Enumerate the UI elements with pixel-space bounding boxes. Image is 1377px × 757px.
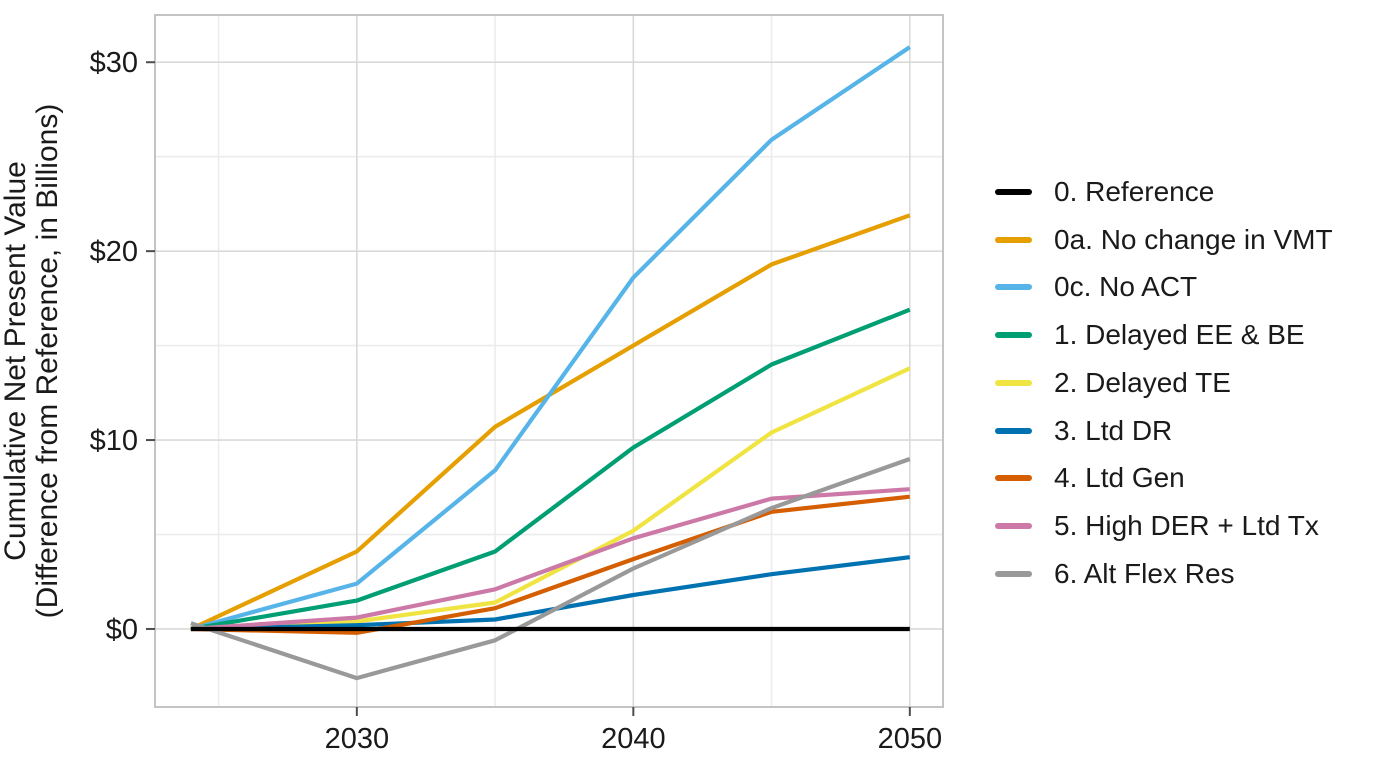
legend-label: 6. Alt Flex Res [1054,557,1235,589]
x-tick-label: 2040 [601,723,666,755]
legend-item: 2. Delayed TE [995,359,1333,407]
legend-item: 0. Reference [995,168,1333,216]
y-axis-title: Cumulative Net Present Value(Difference … [0,104,64,619]
legend-line-swatch [995,523,1032,530]
legend-line-swatch [995,475,1032,482]
legend-item: 5. High DER + Ltd Tx [995,502,1333,550]
series-line-3-ltd-dr [190,555,911,632]
legend-item: 0a. No change in VMT [995,216,1333,264]
series-line-5-high-der-ltd-tx [190,487,910,632]
series-line-0c-no-act [190,45,911,632]
legend-label: 0. Reference [1054,175,1215,207]
legend-line-swatch [995,379,1032,386]
legend-line-swatch [995,188,1032,195]
legend-item: 6. Alt Flex Res [995,550,1333,598]
series-line-6-alt-flex-res [190,457,911,681]
x-tick-label: 2050 [878,723,943,755]
chart-legend: 0. Reference 0a. No change in VMT 0c. No A… [995,168,1333,598]
series-line-0a-no-change-in-vmt [190,213,911,631]
legend-line-swatch [995,570,1032,577]
legend-item: 0c. No ACT [995,264,1333,312]
series-line-1-delayed-ee-be [190,307,911,632]
series-line-4-ltd-gen [190,494,911,635]
y-tick-label: $0 [106,614,138,646]
legend-label: 3. Ltd DR [1054,414,1173,446]
legend-line-swatch [995,427,1032,434]
y-tick-label: $30 [90,47,138,79]
y-tick-label: $10 [90,425,138,457]
x-tick-label: 2030 [325,723,390,755]
legend-item: 1. Delayed EE & BE [995,311,1333,359]
legend-label: 0c. No ACT [1054,271,1198,303]
legend-line-swatch [995,332,1032,339]
legend-item: 4. Ltd Gen [995,455,1333,503]
legend-label: 2. Delayed TE [1054,366,1231,398]
y-tick-label: $20 [90,236,138,268]
legend-label: 5. High DER + Ltd Tx [1054,510,1319,542]
legend-label: 4. Ltd Gen [1054,462,1185,494]
legend-label: 1. Delayed EE & BE [1054,319,1305,351]
legend-item: 3. Ltd DR [995,407,1333,455]
panel-border [154,14,944,708]
series-line-2-delayed-te [190,366,911,632]
legend-line-swatch [995,284,1032,291]
legend-label: 0a. No change in VMT [1054,223,1333,255]
legend-line-swatch [995,236,1032,243]
